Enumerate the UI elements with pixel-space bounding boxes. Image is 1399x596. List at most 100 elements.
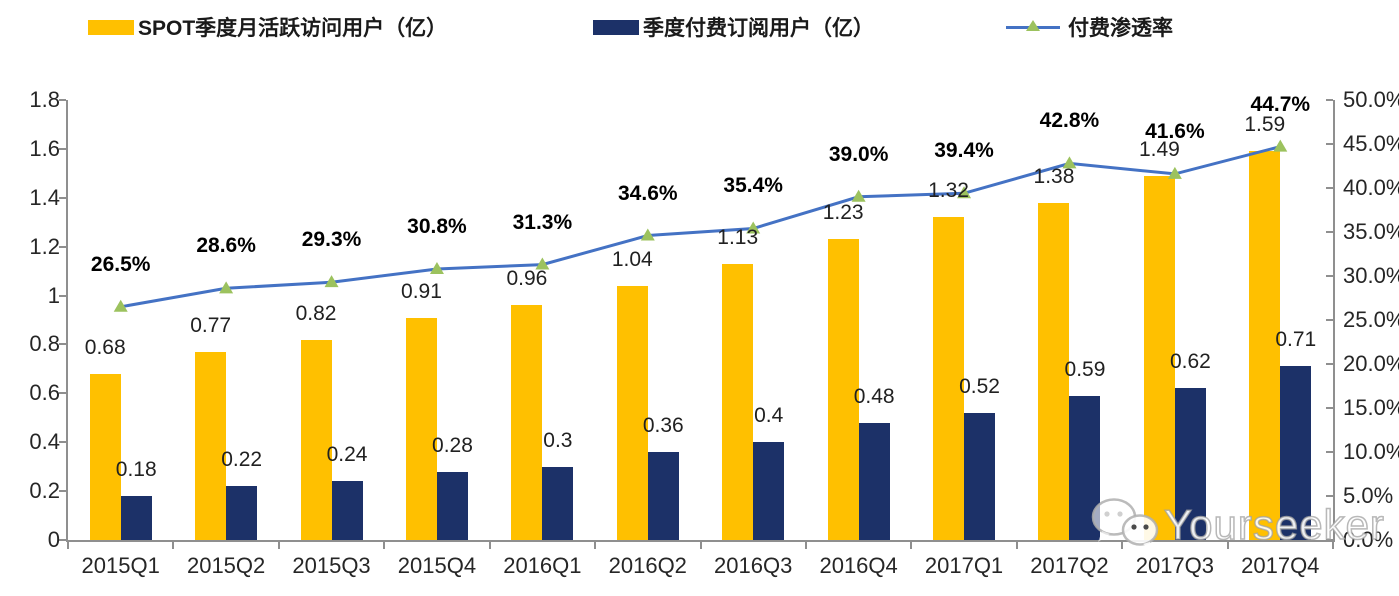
subs-bar xyxy=(226,486,258,540)
y-axis-label-left: 1.6 xyxy=(29,135,60,161)
y-axis-label-left: 0.6 xyxy=(29,380,60,406)
x-axis-label: 2015Q4 xyxy=(397,553,477,578)
y-axis-left-tick xyxy=(59,245,66,248)
subs-bar xyxy=(647,452,679,540)
y-axis-label-right: 15.0% xyxy=(1343,395,1399,420)
subs-value-label: 0.3 xyxy=(543,428,573,452)
mau-bar xyxy=(405,317,437,540)
subs-legend-swatch-icon xyxy=(593,19,639,35)
y-axis-right-tick xyxy=(1326,539,1333,541)
x-axis-tick xyxy=(277,542,280,549)
x-axis-tick xyxy=(699,542,702,549)
y-axis-label-right: 5.0% xyxy=(1343,483,1394,508)
y-axis-right-tick xyxy=(1326,319,1333,321)
y-axis-label-left: 1.2 xyxy=(29,233,60,259)
subs-value-label: 0.18 xyxy=(115,458,157,481)
legend-label-mau: SPOT季度月活跃访问用户（亿） xyxy=(138,17,448,40)
penetration-marker xyxy=(324,275,339,288)
subs-bar xyxy=(120,496,152,540)
x-axis-tick xyxy=(910,542,913,549)
penetration-label: 30.8% xyxy=(407,214,467,238)
penetration-marker xyxy=(429,261,444,274)
legend-item-penetration: 付费渗透率 xyxy=(1006,13,1173,41)
subs-value-label: 0.62 xyxy=(1169,350,1211,374)
mau-value-label: 0.77 xyxy=(190,313,232,337)
y-axis-label-right: 20.0% xyxy=(1343,351,1399,376)
y-axis-right-tick xyxy=(1326,187,1333,189)
mau-bar xyxy=(300,339,332,540)
legend-item-subs: 季度付费订阅用户（亿） xyxy=(593,13,874,41)
y-axis-label-left: 1 xyxy=(47,282,60,308)
x-axis-label: 2016Q2 xyxy=(608,553,687,578)
y-axis-right-tick xyxy=(1326,451,1333,453)
subs-bar xyxy=(1174,388,1206,540)
legend-item-mau: SPOT季度月活跃访问用户（亿） xyxy=(88,13,447,41)
penetration-marker xyxy=(851,189,866,202)
y-axis-left-tick xyxy=(59,294,66,297)
subs-value-label: 0.59 xyxy=(1064,357,1106,381)
x-axis-label: 2015Q2 xyxy=(186,553,266,578)
y-axis-right-tick xyxy=(1326,495,1333,497)
mau-value-label: 1.32 xyxy=(928,179,969,203)
watermark: Yourseeker xyxy=(1090,496,1385,554)
mau-value-label: 1.13 xyxy=(717,225,759,249)
x-axis-label: 2016Q1 xyxy=(503,553,582,578)
subs-bar xyxy=(542,466,574,540)
x-axis-tick xyxy=(1015,542,1018,549)
subs-value-label: 0.4 xyxy=(754,404,784,428)
mau-value-label: 0.96 xyxy=(506,267,548,291)
x-axis-tick xyxy=(67,542,69,549)
y-axis-right-tick xyxy=(1326,363,1333,365)
subs-bar xyxy=(436,471,468,540)
subs-bar xyxy=(753,442,785,540)
penetration-label: 28.6% xyxy=(196,234,256,258)
x-axis-label: 2017Q3 xyxy=(1135,553,1215,578)
x-axis-label: 2017Q4 xyxy=(1241,553,1320,578)
mau-bar xyxy=(89,373,121,540)
penetration-label: 31.3% xyxy=(512,210,573,234)
y-axis-label-left: 0.4 xyxy=(29,429,60,455)
subs-value-label: 0.36 xyxy=(642,414,684,437)
subs-bar xyxy=(964,412,996,540)
y-axis-label-right: 30.0% xyxy=(1343,263,1399,288)
legend-label-penetration: 付费渗透率 xyxy=(1068,17,1173,40)
x-axis-line xyxy=(66,540,1335,542)
mau-bar xyxy=(616,285,648,540)
x-axis-tick xyxy=(804,542,807,549)
subs-value-label: 0.48 xyxy=(853,384,895,408)
mau-value-label: 1.38 xyxy=(1033,164,1075,188)
mau-bar xyxy=(511,305,543,540)
mau-value-label: 1.59 xyxy=(1244,113,1286,137)
penetration-label: 26.5% xyxy=(90,252,151,276)
x-axis-label: 2016Q4 xyxy=(819,553,898,578)
y-axis-left-tick xyxy=(59,343,66,346)
y-axis-right-tick xyxy=(1326,143,1333,145)
y-axis-left-tick xyxy=(59,147,66,150)
subs-bar xyxy=(858,422,890,540)
mau-value-label: 1.23 xyxy=(822,201,864,225)
y-axis-label-right: 10.0% xyxy=(1343,439,1399,464)
x-axis-label: 2015Q3 xyxy=(292,553,371,578)
subs-value-label: 0.22 xyxy=(221,448,263,472)
y-axis-label-right: 35.0% xyxy=(1343,219,1399,244)
mau-bar xyxy=(195,351,227,540)
y-axis-right-line xyxy=(1333,100,1335,542)
subs-value-label: 0.24 xyxy=(326,443,368,467)
mau-legend-swatch-icon xyxy=(88,19,134,35)
y-axis-label-left: 0.8 xyxy=(29,331,60,357)
y-axis-label-right: 25.0% xyxy=(1343,307,1399,332)
y-axis-right-tick xyxy=(1326,407,1333,409)
y-axis-right-tick xyxy=(1326,99,1333,101)
penetration-marker xyxy=(1273,139,1288,152)
subs-bar xyxy=(1280,366,1312,540)
penetration-marker xyxy=(219,281,234,294)
x-axis-tick xyxy=(594,542,597,549)
x-axis-tick xyxy=(383,542,386,549)
y-axis-right-tick xyxy=(1326,231,1333,233)
y-axis-left-tick xyxy=(59,99,66,101)
x-axis-tick xyxy=(1121,542,1124,549)
y-axis-label-left: 1.4 xyxy=(29,184,60,210)
subs-bar xyxy=(331,481,363,540)
watermark-text: Yourseeker xyxy=(1163,500,1385,549)
x-axis-label: 2017Q2 xyxy=(1030,553,1109,578)
